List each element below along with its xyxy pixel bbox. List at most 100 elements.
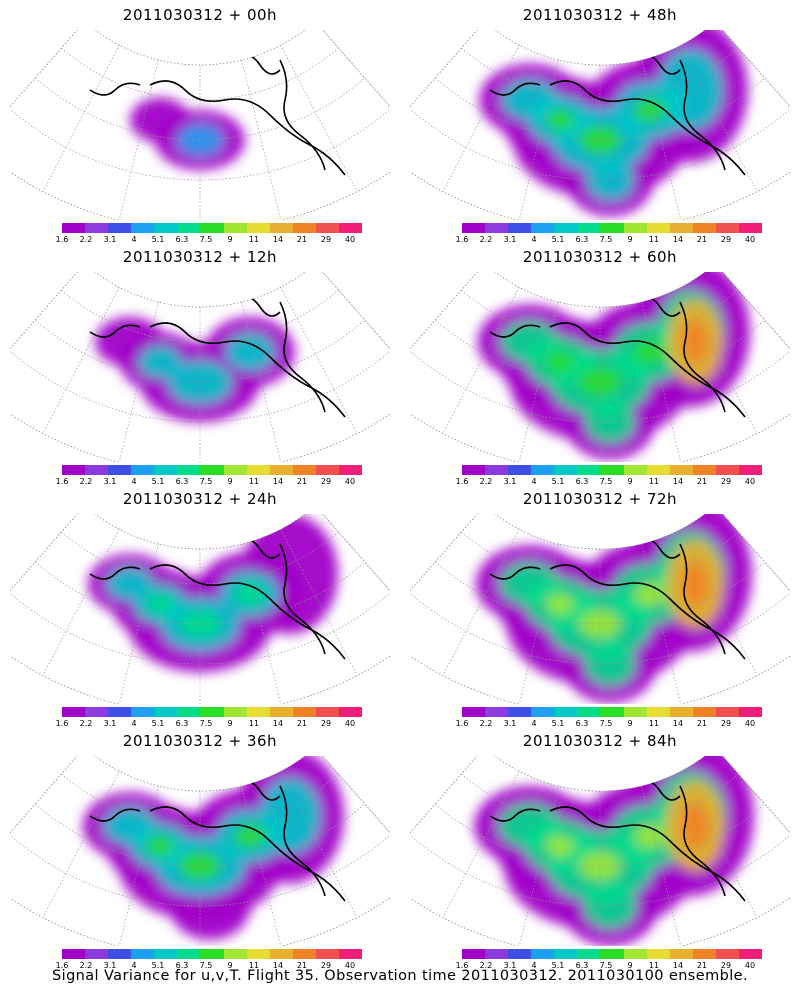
colorbar-swatch (223, 465, 247, 475)
colorbar-tick-label: 5.1 (151, 961, 165, 970)
colorbar-swatch (177, 223, 201, 233)
colorbar-swatch (462, 223, 486, 233)
colorbar-swatch (485, 223, 509, 233)
colorbar-swatch (338, 949, 363, 959)
forecast-panel: 2011030312 + 48h 1.6 2.2 3.1 4 5.1 6.3 7.5 9 11 14… (400, 0, 800, 245)
colorbar-tick-label: 2.2 (79, 719, 93, 728)
colorbar-tick-label: 7.5 (599, 235, 613, 244)
panel-title: 2011030312 + 36h (122, 732, 278, 750)
colorbar (62, 465, 363, 475)
colorbar-labels: 1.6 2.2 3.1 4 5.1 6.3 7.5 9 11 14 21 29 40 (456, 961, 776, 971)
colorbar-tick-label: 3.1 (503, 235, 517, 244)
variance-field (130, 97, 245, 170)
colorbar-tick-label: 2.2 (479, 961, 493, 970)
colorbar-swatch (131, 707, 155, 717)
colorbar-swatch (315, 707, 339, 717)
colorbar-tick-label: 11 (648, 235, 660, 244)
colorbar-tick-label: 3.1 (503, 961, 517, 970)
colorbar-tick-label: 1.6 (455, 235, 469, 244)
colorbar-swatch (715, 223, 739, 233)
colorbar-tick-label: 11 (248, 961, 260, 970)
colorbar-tick-label: 40 (744, 961, 756, 970)
colorbar-tick-label: 5.1 (551, 719, 565, 728)
variance-map (410, 272, 790, 462)
colorbar-swatch (715, 949, 739, 959)
colorbar-tick-label: 1.6 (455, 719, 469, 728)
colorbar-tick-label: 14 (272, 235, 284, 244)
colorbar-tick-label: 29 (320, 235, 332, 244)
colorbar-tick-label: 2.2 (79, 235, 93, 244)
colorbar-tick-label: 7.5 (599, 719, 613, 728)
colorbar-swatch (577, 223, 601, 233)
colorbar-swatch (269, 949, 293, 959)
colorbar-tick-label: 14 (272, 477, 284, 486)
colorbar-swatch (62, 707, 86, 717)
colorbar-tick-label: 14 (272, 961, 284, 970)
colorbar-swatch (738, 223, 763, 233)
colorbar-swatch (508, 949, 532, 959)
colorbar-swatch (85, 465, 109, 475)
colorbar-tick-label: 7.5 (199, 477, 213, 486)
colorbar-swatch (531, 707, 555, 717)
colorbar-swatch (246, 223, 270, 233)
colorbar-tick-label: 21 (296, 477, 308, 486)
colorbar-tick-label: 9 (627, 719, 633, 728)
variance-map (410, 30, 790, 220)
colorbar-labels: 1.6 2.2 3.1 4 5.1 6.3 7.5 9 11 14 21 29 40 (56, 719, 376, 729)
colorbar-tick-label: 2.2 (479, 477, 493, 486)
colorbar-tick-label: 9 (227, 477, 233, 486)
forecast-panel: 2011030312 + 36h 1.6 2.2 3.1 4 5.1 6.3 7.5 9 11 14… (0, 726, 400, 970)
colorbar-tick-label: 5.1 (551, 477, 565, 486)
map-field (410, 514, 790, 704)
colorbar-swatch (692, 949, 716, 959)
coastlines (89, 533, 346, 660)
colorbar-tick-label: 3.1 (103, 235, 117, 244)
colorbar-tick-label: 4 (131, 719, 137, 728)
colorbar-swatch (692, 707, 716, 717)
colorbar-swatch (338, 707, 363, 717)
colorbar (62, 707, 363, 717)
colorbar-swatch (554, 707, 578, 717)
colorbar-swatch (338, 465, 363, 475)
colorbar-tick-label: 2.2 (479, 719, 493, 728)
map-boundary (410, 30, 790, 220)
colorbar-tick-label: 1.6 (55, 235, 69, 244)
colorbar-swatch (738, 949, 763, 959)
variance-map (10, 514, 390, 704)
colorbar-swatch (646, 465, 670, 475)
variance-map (10, 30, 390, 220)
map-field (410, 756, 790, 946)
colorbar-labels: 1.6 2.2 3.1 4 5.1 6.3 7.5 9 11 14 21 29 40 (56, 235, 376, 245)
colorbar-tick-label: 7.5 (199, 235, 213, 244)
colorbar-tick-label: 5.1 (551, 961, 565, 970)
colorbar-swatch (623, 707, 647, 717)
colorbar-tick-label: 21 (696, 477, 708, 486)
colorbar (462, 707, 763, 717)
variance-field (82, 756, 344, 940)
colorbar-tick-label: 3.1 (103, 719, 117, 728)
colorbar-swatch (62, 223, 86, 233)
colorbar-swatch (177, 949, 201, 959)
variance-field (95, 317, 295, 422)
colorbar-labels: 1.6 2.2 3.1 4 5.1 6.3 7.5 9 11 14 21 29 40 (456, 235, 776, 245)
graticule (10, 30, 390, 220)
colorbar-tick-label: 9 (627, 961, 633, 970)
colorbar-swatch (246, 465, 270, 475)
colorbar-swatch (715, 465, 739, 475)
map-boundary (410, 514, 790, 704)
map-boundary (410, 272, 790, 462)
colorbar-swatch (669, 949, 693, 959)
colorbar-swatch (315, 465, 339, 475)
panel-title: 2011030312 + 48h (522, 6, 678, 24)
colorbar-swatch (600, 707, 624, 717)
colorbar-tick-label: 6.3 (575, 719, 589, 728)
colorbar-tick-label: 40 (344, 719, 356, 728)
graticule (410, 30, 790, 220)
colorbar-tick-label: 29 (720, 235, 732, 244)
colorbar-tick-label: 14 (672, 235, 684, 244)
colorbar-swatch (200, 223, 224, 233)
graticule (410, 756, 790, 946)
forecast-panel: 2011030312 + 60h 1.6 2.2 3.1 4 5.1 6.3 7.5 9 11 14… (400, 242, 800, 486)
variance-field (88, 514, 338, 672)
colorbar-tick-label: 4 (131, 477, 137, 486)
